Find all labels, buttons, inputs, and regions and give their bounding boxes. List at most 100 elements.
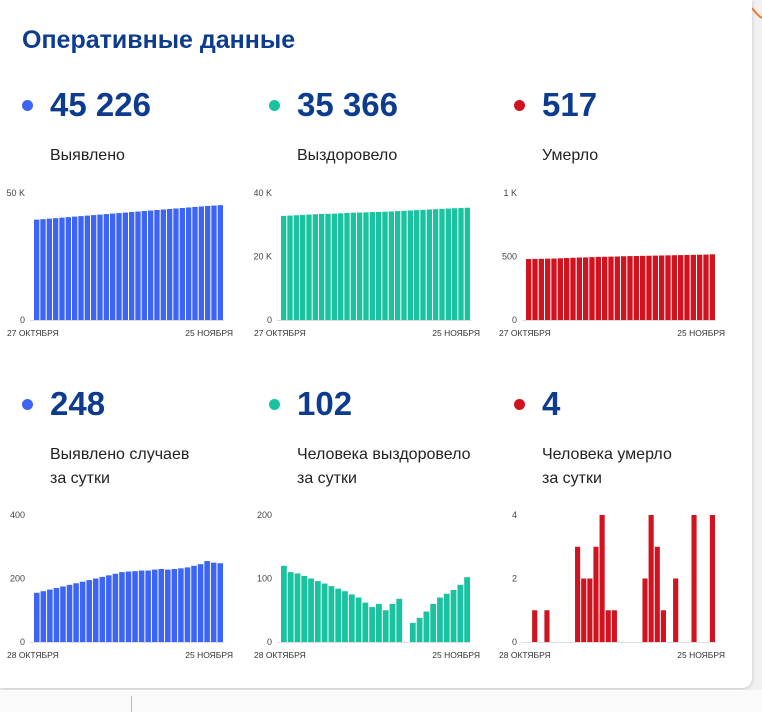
bar — [526, 259, 532, 320]
stat-label: Выявлено случаев за сутки — [50, 443, 270, 491]
bar — [652, 255, 658, 320]
bar — [178, 568, 184, 642]
bar — [621, 256, 627, 320]
bar — [141, 211, 147, 320]
bar — [132, 571, 138, 642]
y-tick-label: 0 — [267, 637, 272, 647]
bar — [595, 256, 601, 320]
x-tick-label-end: 25 НОЯБРЯ — [677, 328, 725, 338]
bar — [684, 254, 690, 320]
bar — [357, 212, 363, 320]
bar — [165, 569, 171, 642]
y-tick-label: 200 — [10, 574, 25, 584]
bar — [122, 212, 128, 320]
bar — [65, 217, 71, 320]
bar — [545, 258, 551, 320]
y-tick-label: 2 — [512, 574, 517, 584]
bar — [321, 583, 328, 642]
y-tick-label: 40 K — [254, 188, 272, 198]
bar — [300, 214, 306, 320]
bar — [53, 588, 60, 643]
bar — [151, 569, 158, 642]
bar — [78, 216, 84, 320]
stat-panel-detected: 45 226 Выявлено 0 50 K 27 ОКТЯБРЯ 25 НОЯБРЯ — [7, 86, 262, 390]
x-tick-label-start: 28 ОКТЯБРЯ — [499, 650, 551, 660]
bar — [423, 611, 430, 642]
bar — [342, 591, 348, 642]
bar — [103, 214, 109, 320]
bar — [210, 562, 217, 643]
bar — [211, 205, 217, 320]
bar — [119, 572, 125, 642]
y-tick-label: 50 K — [7, 188, 25, 198]
bar — [538, 258, 544, 320]
x-tick-label-start: 27 ОКТЯБРЯ — [499, 328, 551, 338]
red-dot-icon — [514, 100, 525, 111]
stat-value: 4 — [542, 385, 561, 422]
bar — [376, 211, 382, 320]
divider — [131, 696, 132, 712]
bar — [308, 578, 314, 642]
bar — [673, 578, 679, 642]
bar — [362, 602, 369, 642]
x-tick-label-end: 25 НОЯБРЯ — [185, 328, 233, 338]
stat-label-line2: за сутки — [297, 470, 357, 487]
blue-dot-icon — [22, 100, 33, 111]
bar — [396, 598, 403, 642]
x-tick-label-start: 28 ОКТЯБРЯ — [254, 650, 306, 660]
bar — [344, 213, 350, 320]
bar — [532, 610, 538, 642]
stat-label-line2: за сутки — [542, 470, 602, 487]
bar — [599, 515, 605, 642]
bar — [407, 210, 413, 320]
blue-dot-icon — [22, 399, 33, 410]
page-title: Оперативные данные — [22, 26, 296, 54]
bar — [72, 216, 78, 320]
bar — [608, 256, 614, 320]
bar — [369, 607, 375, 642]
bar — [457, 584, 464, 642]
bar — [59, 217, 65, 320]
bar — [583, 257, 589, 320]
orange-curve-decoration — [752, 7, 762, 19]
bar — [640, 255, 646, 320]
bottom-strip — [0, 690, 762, 712]
bar — [125, 571, 132, 642]
bar — [301, 575, 308, 642]
bar — [437, 597, 443, 642]
bar — [648, 515, 654, 642]
bar — [287, 572, 294, 642]
bar — [281, 565, 287, 642]
bar — [167, 209, 173, 320]
bar — [665, 255, 671, 320]
bar — [633, 255, 639, 320]
stat-panel-daily-recovered: 102 Человека выздоровело за сутки 0 100 20… — [254, 385, 509, 689]
bar — [217, 563, 223, 642]
bar — [587, 578, 593, 642]
stat-label-line1: Человека выздоровело — [297, 446, 471, 463]
bar-chart-detected: 0 50 K 27 ОКТЯБРЯ 25 НОЯБРЯ — [7, 188, 233, 338]
bar — [452, 208, 458, 320]
bar — [363, 212, 369, 320]
bar — [348, 594, 355, 643]
bar — [91, 215, 97, 320]
x-tick-label-end: 25 НОЯБРЯ — [432, 650, 480, 660]
bar-chart-daily-detected: 0 200 400 28 ОКТЯБРЯ 25 НОЯБРЯ — [7, 510, 233, 660]
bar — [602, 256, 608, 320]
bar — [544, 610, 550, 642]
bar — [551, 258, 557, 320]
bar — [395, 211, 401, 320]
bar — [116, 213, 122, 320]
bar — [66, 584, 73, 642]
bar — [660, 610, 666, 642]
bar — [709, 515, 715, 642]
bar — [659, 255, 665, 320]
stat-value: 102 — [297, 385, 353, 422]
stat-label-line1: Выздоровело — [297, 147, 398, 164]
bar — [217, 205, 223, 320]
bar — [654, 546, 660, 642]
bar — [281, 215, 287, 320]
bar-chart-recovered: 0 20 K 40 K 27 ОКТЯБРЯ 25 НОЯБРЯ — [254, 188, 480, 338]
x-tick-label-end: 25 НОЯБРЯ — [432, 328, 480, 338]
bar — [99, 576, 106, 642]
